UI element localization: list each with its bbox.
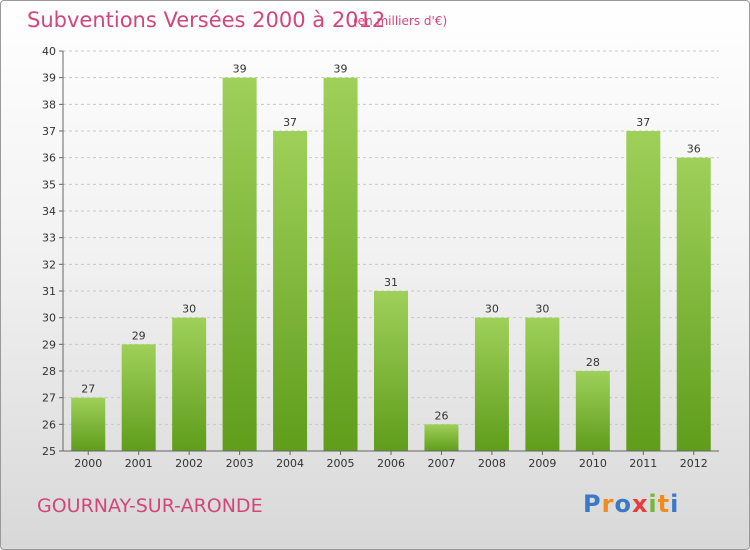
x-tick-label: 2011 — [629, 457, 657, 470]
bar-2010 — [575, 371, 610, 451]
y-tick-label: 39 — [42, 72, 56, 85]
y-tick-label: 29 — [42, 338, 56, 351]
place-name: GOURNAY-SUR-ARONDE — [37, 495, 263, 517]
x-tick-label: 2004 — [276, 457, 304, 470]
data-label: 36 — [687, 143, 701, 156]
logo-letter: i — [670, 490, 680, 518]
x-tick-label: 2007 — [427, 457, 455, 470]
bar-2003 — [222, 77, 257, 452]
bar-2002 — [172, 317, 207, 451]
x-tick-label: 2006 — [377, 457, 405, 470]
y-tick-label: 35 — [42, 178, 56, 191]
bar-2011 — [626, 131, 661, 451]
y-tick-label: 37 — [42, 125, 56, 138]
logo-letter: i — [648, 490, 658, 518]
logo-letter: o — [614, 490, 632, 518]
data-label: 39 — [233, 63, 247, 76]
logo-letter: t — [657, 490, 671, 518]
y-tick-label: 26 — [42, 418, 56, 431]
x-tick-label: 2008 — [478, 457, 506, 470]
bar-2009 — [525, 317, 560, 451]
bar-2005 — [323, 77, 358, 452]
bar-2004 — [273, 131, 308, 451]
bar-2007 — [424, 424, 459, 451]
x-tick-label: 2012 — [680, 457, 708, 470]
data-label: 37 — [283, 116, 297, 129]
proxiti-logo: Proxiti — [583, 490, 679, 518]
y-tick-label: 32 — [42, 258, 56, 271]
y-tick-label: 34 — [42, 205, 56, 218]
data-label: 30 — [182, 303, 196, 316]
logo-letter: P — [583, 490, 602, 518]
y-tick-label: 28 — [42, 365, 56, 378]
logo-letter: x — [631, 490, 649, 518]
data-label: 37 — [636, 116, 650, 129]
data-label: 30 — [535, 303, 549, 316]
y-tick-label: 36 — [42, 152, 56, 165]
data-label: 39 — [334, 63, 348, 76]
bar-2000 — [71, 397, 106, 451]
chart-title: Subventions Versées 2000 à 2012 — [27, 8, 386, 32]
data-label: 30 — [485, 303, 499, 316]
x-tick-label: 2005 — [327, 457, 355, 470]
x-tick-label: 2000 — [74, 457, 102, 470]
x-tick-label: 2010 — [579, 457, 607, 470]
y-tick-label: 33 — [42, 232, 56, 245]
y-tick-label: 40 — [42, 45, 56, 58]
chart-subtitle: (en milliers d'€) — [353, 14, 448, 28]
x-tick-label: 2009 — [528, 457, 556, 470]
x-tick-label: 2003 — [226, 457, 254, 470]
y-tick-label: 31 — [42, 285, 56, 298]
y-tick-label: 30 — [42, 312, 56, 325]
y-tick-label: 27 — [42, 392, 56, 405]
data-label: 27 — [81, 383, 95, 396]
y-tick-label: 25 — [42, 445, 56, 458]
x-tick-label: 2002 — [175, 457, 203, 470]
data-label: 26 — [434, 409, 448, 422]
logo-letter: r — [601, 490, 615, 518]
data-label: 31 — [384, 276, 398, 289]
data-label: 29 — [132, 329, 146, 342]
bar-2001 — [121, 344, 156, 451]
bar-2006 — [374, 291, 408, 451]
x-tick-label: 2001 — [125, 457, 153, 470]
data-label: 28 — [586, 356, 600, 369]
y-tick-label: 38 — [42, 98, 56, 111]
bar-2008 — [474, 317, 509, 451]
bar-2012 — [676, 157, 711, 451]
